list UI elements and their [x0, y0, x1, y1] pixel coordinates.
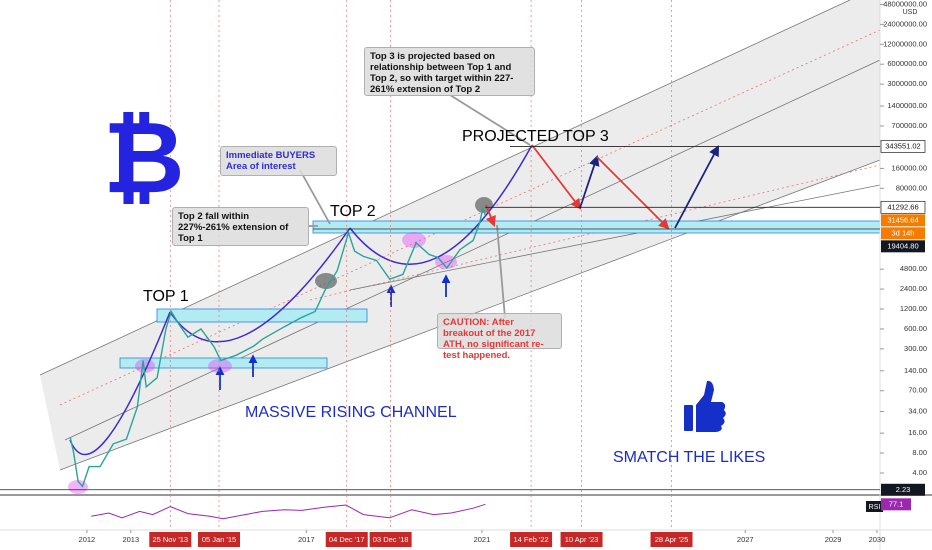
channel-line	[349, 184, 881, 291]
level-box	[880, 200, 926, 214]
date-marker-label: 03 Dec '18	[373, 535, 409, 544]
y-tick-label: 16.00	[908, 428, 927, 437]
date-marker-box	[369, 532, 412, 547]
bitcoin-logo: ₿	[103, 102, 185, 214]
zone	[156, 308, 368, 323]
arc	[69, 311, 171, 456]
date-marker-box	[510, 532, 553, 547]
countdown-label: 3d 14h	[892, 228, 915, 237]
y-tick-label: 4800.00	[900, 264, 927, 273]
y-tick-label: 6000000.00	[887, 59, 927, 68]
rsi-line	[91, 503, 486, 520]
arc	[349, 144, 533, 265]
highlight	[315, 273, 337, 289]
y-tick-label: 300.00	[904, 344, 927, 353]
rsi-value: 77.1	[889, 499, 904, 508]
date-marker-label: 14 Feb '22	[513, 535, 548, 544]
level-box	[881, 240, 925, 253]
level-label: 2.23	[896, 485, 911, 494]
date-marker-box	[149, 532, 192, 547]
date-marker-box	[198, 532, 241, 547]
rsi-name-box	[866, 501, 883, 512]
zone	[312, 220, 881, 234]
y-tick-label: 2400.00	[900, 284, 927, 293]
y-tick-label: 600.00	[904, 324, 927, 333]
x-tick-label: 2013	[122, 535, 139, 544]
y-tick-label: 1200.00	[900, 304, 927, 313]
rsi-name: RSI	[869, 504, 881, 511]
top2-note: Top 2 fall within 227%-261% extension of…	[172, 207, 309, 246]
channel-fill	[40, 0, 880, 470]
date-marker-label: 25 Nov '13	[152, 535, 188, 544]
y-tick-label: 48000000.00	[883, 0, 927, 8]
label-channel: MASSIVE RISING CHANNEL	[245, 404, 457, 421]
countdown-box	[881, 227, 925, 240]
y-tick-label: 3000000.00	[887, 79, 927, 88]
highlight	[435, 255, 457, 269]
x-tick-label: 2021	[474, 535, 491, 544]
y-tick-label: 140.00	[904, 366, 927, 375]
y-tick-label: 12000000.00	[883, 39, 927, 48]
y-tick-label: 34.00	[908, 406, 927, 415]
date-marker-label: 04 Dec '17	[329, 535, 365, 544]
highlight	[402, 232, 426, 248]
level-label: 41292.66	[887, 202, 918, 211]
price-line	[69, 205, 487, 488]
y-tick-label: 8.00	[912, 448, 927, 457]
date-marker-label: 05 Jan '15	[202, 535, 236, 544]
level-label: 19404.80	[887, 241, 918, 250]
y-tick-label: 1400000.00	[887, 101, 927, 110]
x-tick-label: 2017	[298, 535, 315, 544]
x-tick-label: 2030	[869, 535, 886, 544]
top3-note: Top 3 is projected based on relationship…	[364, 47, 535, 96]
level-box	[880, 140, 926, 153]
date-marker-box	[325, 532, 368, 547]
y-tick-label: 70.00	[908, 386, 927, 395]
y-tick-label: 4.00	[912, 468, 927, 477]
caution-note: CAUTION: After breakout of the 2017 ATH,…	[437, 313, 562, 361]
thumbs-up-icon	[684, 380, 726, 432]
y-tick-label: 700000.00	[892, 121, 927, 130]
label-top3: PROJECTED TOP 3	[462, 128, 609, 145]
highlight	[208, 359, 232, 373]
level-box	[881, 483, 925, 496]
arrows	[215, 94, 720, 390]
rsi-value-box	[881, 498, 911, 511]
level-box	[881, 214, 925, 227]
label-top1: TOP 1	[143, 288, 189, 305]
date-marker-box	[650, 532, 693, 547]
arc	[169, 227, 351, 343]
x-tick-label: 2012	[79, 535, 96, 544]
channel-line	[64, 59, 881, 441]
date-marker-label: 28 Apr '25	[655, 535, 689, 544]
y-tick-label: 24000000.00	[883, 19, 927, 28]
highlight	[135, 359, 155, 373]
y-tick-label: 80000.00	[896, 183, 927, 192]
unit-label: USD	[903, 9, 918, 16]
label-top2: TOP 2	[330, 203, 376, 220]
date-marker-label: 10 Apr '23	[565, 535, 599, 544]
level-label: 343551.02	[885, 141, 920, 150]
level-label: 31456.64	[887, 215, 918, 224]
channel-mid	[59, 29, 881, 406]
label-likes: SMATCH THE LIKES	[613, 449, 766, 466]
date-marker-box	[560, 532, 603, 547]
x-tick-label: 2027	[737, 535, 754, 544]
y-tick-label: 160000.00	[892, 163, 927, 172]
x-tick-label: 2029	[825, 535, 842, 544]
buyers-note: Immediate BUYERS Area of interest	[220, 146, 337, 176]
